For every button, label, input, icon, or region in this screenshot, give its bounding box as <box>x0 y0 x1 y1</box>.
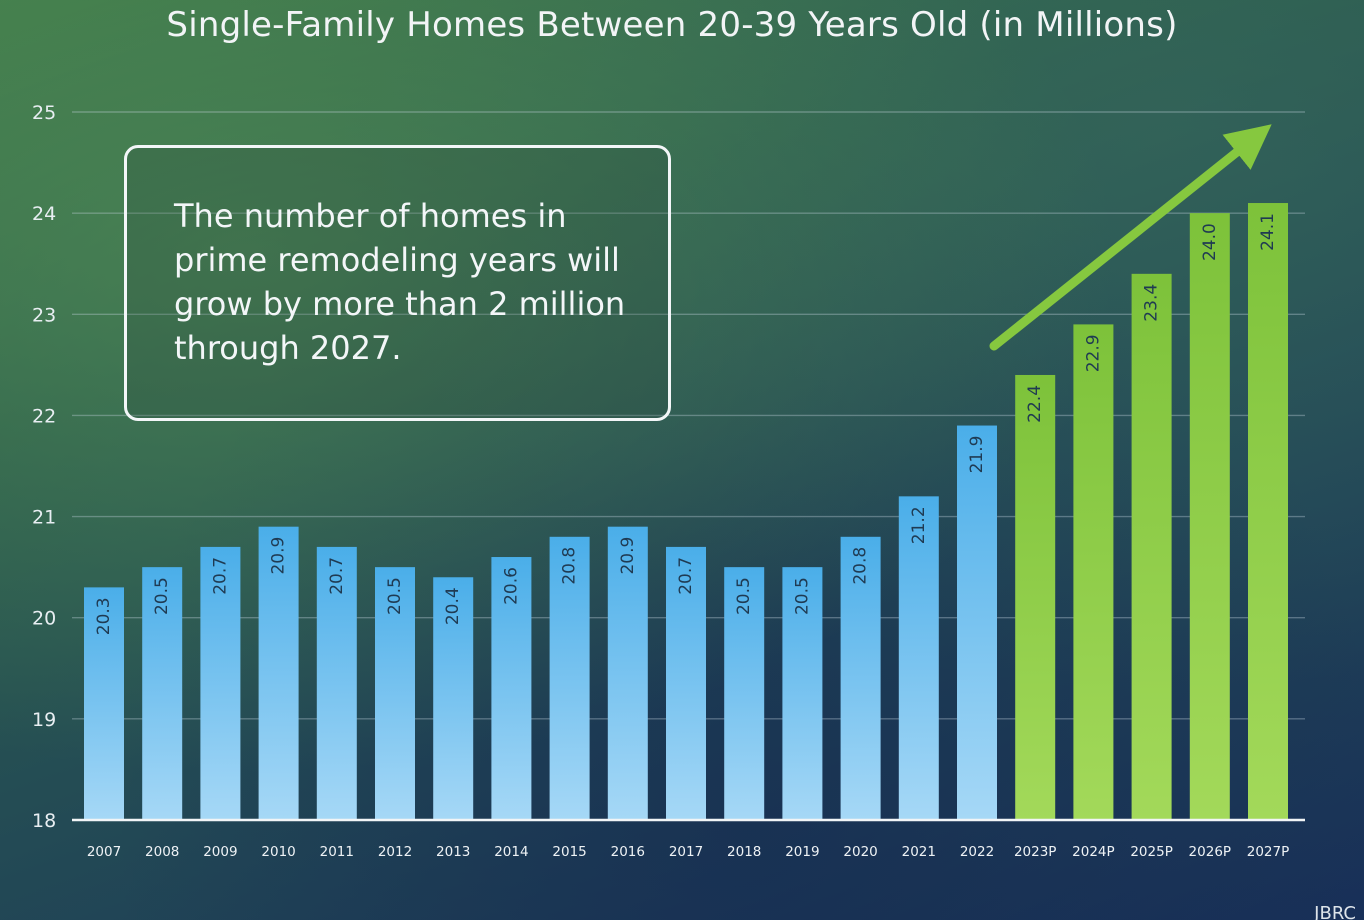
y-tick-label: 22 <box>32 405 56 427</box>
bar-value-label: 20.5 <box>734 577 754 615</box>
x-tick-label: 2027P <box>1247 844 1290 860</box>
x-tick-label: 2025P <box>1130 844 1173 860</box>
bar-historical <box>375 567 415 820</box>
x-tick-label: 2014 <box>494 844 528 860</box>
bar-historical <box>549 536 590 820</box>
bar-value-label: 20.4 <box>443 587 463 625</box>
bar-historical <box>607 526 648 820</box>
bar-historical <box>84 587 124 820</box>
x-tick-label: 2023P <box>1014 844 1057 860</box>
bar-value-label: 20.6 <box>501 567 521 605</box>
bar-value-label: 20.7 <box>676 557 696 595</box>
bar-historical <box>666 546 706 820</box>
bar-value-label: 20.8 <box>560 547 580 585</box>
x-tick-label: 2007 <box>87 844 121 860</box>
bar-value-label: 22.9 <box>1083 334 1103 372</box>
bar-value-label: 20.5 <box>152 577 172 615</box>
bar-value-label: 24.1 <box>1258 213 1278 251</box>
bar-value-label: 20.7 <box>210 557 230 595</box>
x-tick-label: 2018 <box>727 844 761 860</box>
x-tick-label: 2011 <box>320 844 354 860</box>
bar-historical <box>898 496 939 820</box>
bar-historical <box>724 567 765 820</box>
x-tick-label: 2022 <box>960 844 994 860</box>
x-tick-label: 2013 <box>436 844 470 860</box>
bar-value-label: 20.9 <box>269 537 289 575</box>
bar-value-label: 23.4 <box>1142 284 1162 322</box>
bar-value-label: 20.7 <box>327 557 347 595</box>
bar-value-label: 20.8 <box>851 547 871 585</box>
bar-historical <box>142 567 183 820</box>
y-tick-label: 18 <box>32 810 56 832</box>
bar-projected <box>1131 273 1172 820</box>
bar-value-label: 21.9 <box>967 436 987 474</box>
x-tick-label: 2016 <box>611 844 645 860</box>
x-tick-label: 2017 <box>669 844 703 860</box>
callout-box: The number of homes in prime remodeling … <box>124 145 671 421</box>
trend-arrow <box>989 124 1272 351</box>
x-tick-label: 2009 <box>203 844 237 860</box>
bar-projected <box>1073 324 1114 820</box>
chart-title: Single-Family Homes Between 20-39 Years … <box>166 5 1178 45</box>
bar-value-label: 20.5 <box>792 577 812 615</box>
y-tick-label: 19 <box>32 709 56 731</box>
bar-value-label: 20.5 <box>385 577 405 615</box>
bar-historical <box>957 425 997 820</box>
bar-historical <box>433 577 474 820</box>
bar-historical <box>200 546 241 820</box>
x-tick-label: 2026P <box>1189 844 1232 860</box>
bar-historical <box>840 536 881 820</box>
y-tick-label: 20 <box>32 608 56 630</box>
source-label: JBRC <box>1314 903 1356 920</box>
x-tick-label: 2021 <box>902 844 936 860</box>
x-tick-label: 2015 <box>552 844 586 860</box>
x-tick-label: 2012 <box>378 844 412 860</box>
bar-value-label: 24.0 <box>1200 223 1220 261</box>
bar-projected <box>1189 213 1230 821</box>
bar-historical <box>782 567 823 820</box>
y-tick-label: 25 <box>32 102 56 124</box>
x-tick-label: 2019 <box>785 844 819 860</box>
bar-projected <box>1248 203 1288 820</box>
bar-historical <box>316 546 357 820</box>
bar-value-label: 21.2 <box>909 506 929 544</box>
bar-value-label: 20.9 <box>618 537 638 575</box>
x-tick-label: 2010 <box>261 844 295 860</box>
x-tick-label: 2020 <box>843 844 877 860</box>
x-tick-label: 2008 <box>145 844 179 860</box>
x-tick-label: 2024P <box>1072 844 1115 860</box>
bar-value-label: 22.4 <box>1025 385 1045 423</box>
bar-historical <box>258 526 299 820</box>
bar-historical <box>491 557 532 820</box>
bar-projected <box>1015 374 1056 820</box>
y-tick-label: 24 <box>32 203 56 225</box>
y-tick-label: 21 <box>32 507 56 529</box>
y-tick-label: 23 <box>32 304 56 326</box>
callout-text: The number of homes in prime remodeling … <box>174 197 626 367</box>
bar-value-label: 20.3 <box>94 597 114 635</box>
